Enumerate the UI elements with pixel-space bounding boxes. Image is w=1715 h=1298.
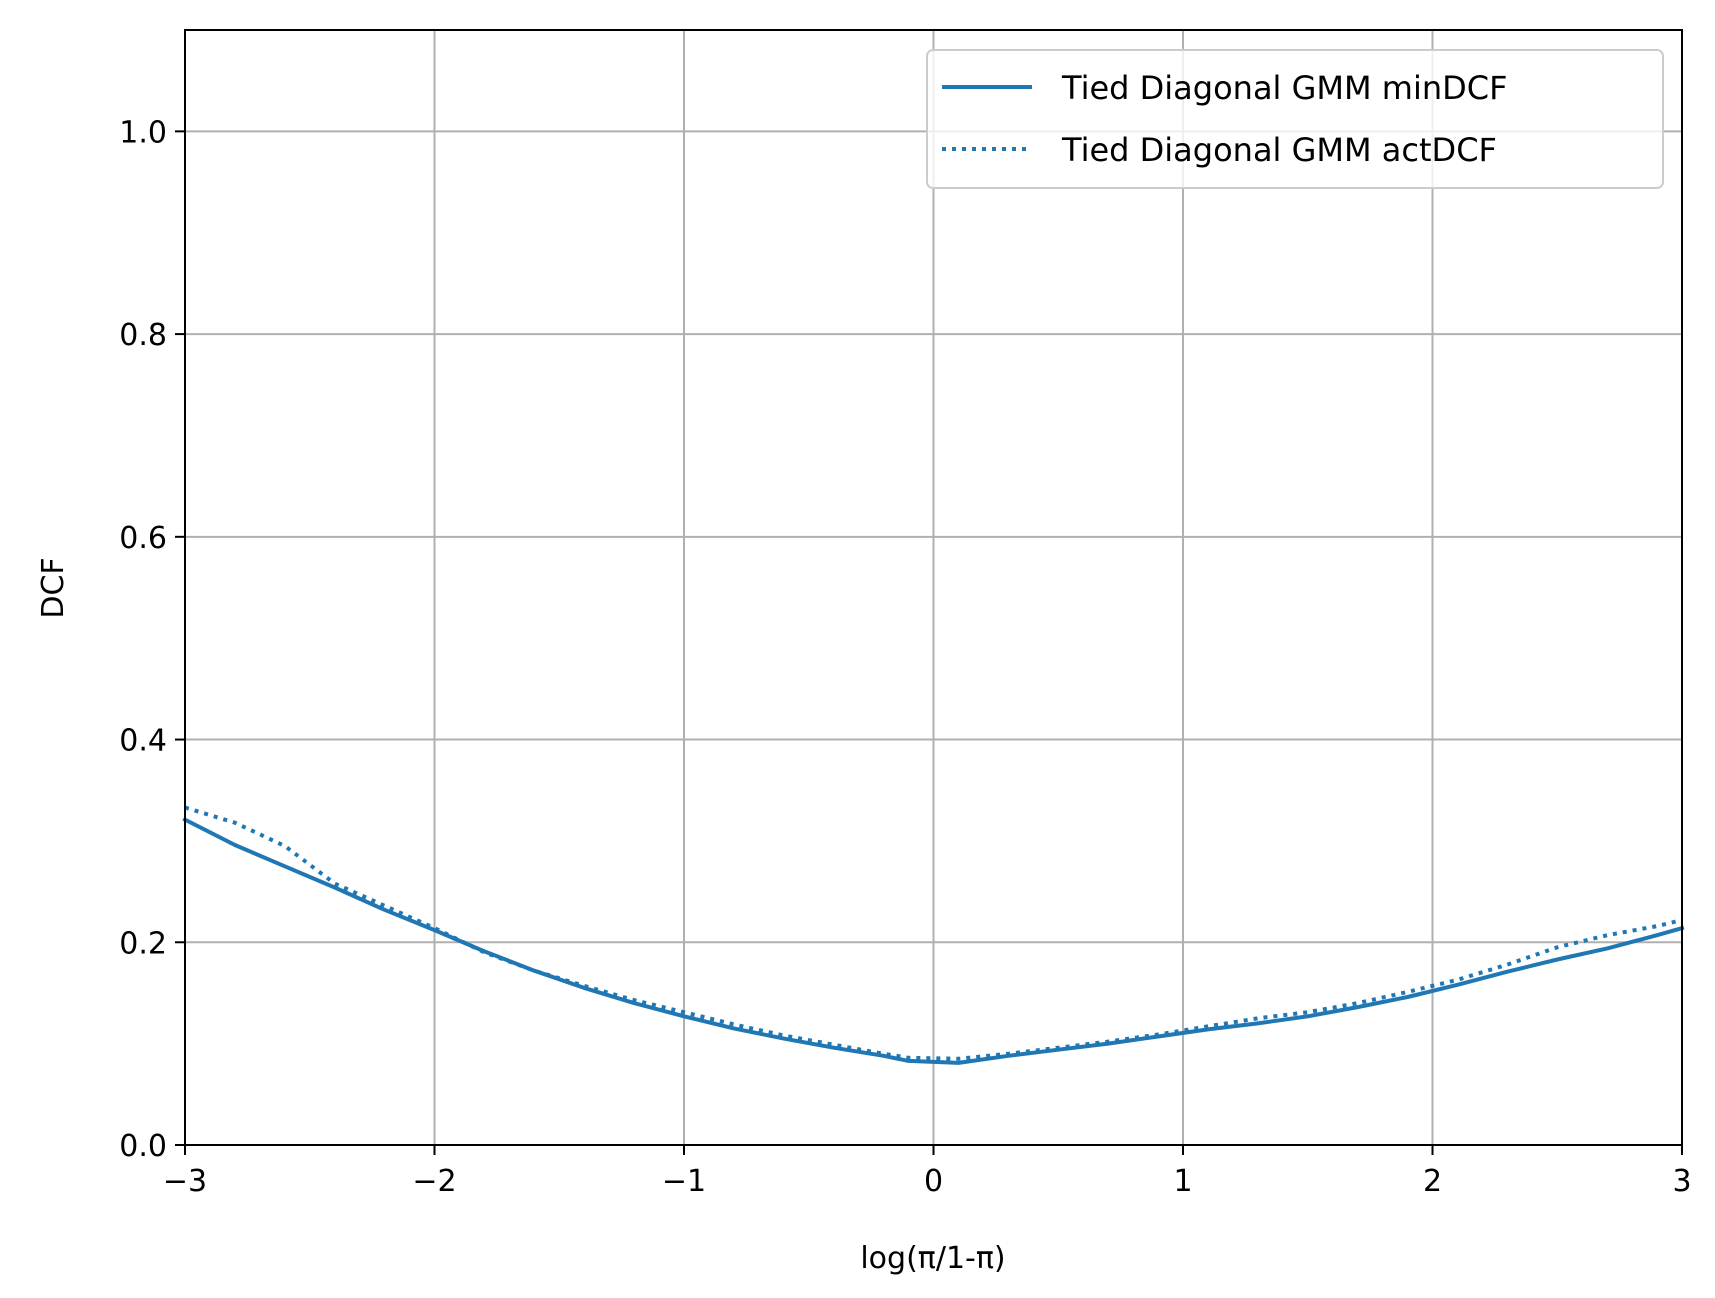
x-tick-label: −1 [662, 1164, 706, 1199]
y-tick-label: 0.6 [119, 521, 167, 556]
x-tick-label: 3 [1672, 1164, 1691, 1199]
y-tick-label: 0.0 [119, 1129, 167, 1164]
legend: Tied Diagonal GMM minDCF Tied Diagonal G… [926, 49, 1664, 189]
y-axis: 0.0 0.2 0.4 0.6 0.8 1.0 [119, 115, 185, 1164]
x-axis-label: log(π/1-π) [860, 1241, 1005, 1276]
x-tick-label: −2 [412, 1164, 456, 1199]
y-tick-label: 0.2 [119, 926, 167, 961]
y-tick-label: 1.0 [119, 115, 167, 150]
series-mindcf-line [182, 816, 1685, 1065]
y-axis-label: DCF [36, 557, 71, 618]
y-tick-label: 0.8 [119, 318, 167, 353]
y-tick-label: 0.4 [119, 724, 167, 759]
x-tick-label: 1 [1173, 1164, 1192, 1199]
x-tick-label: −3 [163, 1164, 207, 1199]
legend-label-mindcf: Tied Diagonal GMM minDCF [1061, 69, 1508, 107]
x-tick-label: 0 [924, 1164, 943, 1199]
x-tick-label: 2 [1423, 1164, 1442, 1199]
x-axis: −3 −2 −1 0 1 2 3 [163, 1145, 1692, 1199]
series-layer [182, 805, 1685, 1065]
legend-label-actdcf: Tied Diagonal GMM actDCF [1061, 131, 1497, 169]
legend-box [926, 49, 1664, 189]
